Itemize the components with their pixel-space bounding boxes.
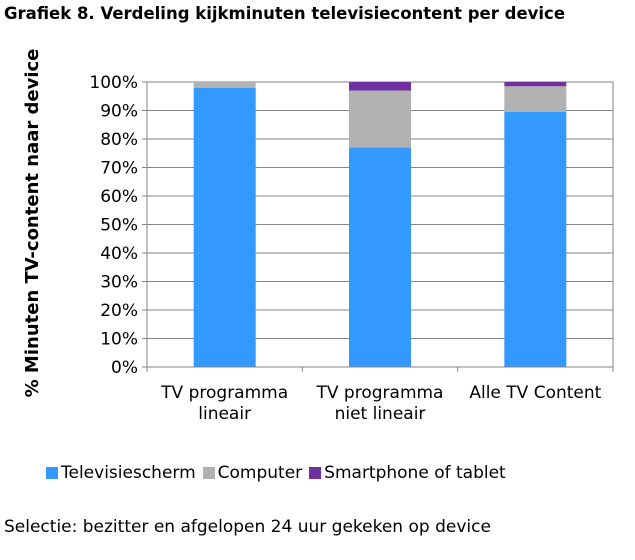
bar-segment-televisiescherm (193, 87, 256, 367)
y-tick-label: 0% (111, 358, 138, 378)
legend-label: Televisiescherm (61, 463, 196, 483)
x-tick-label: lineair (198, 404, 251, 424)
y-tick-label: 100% (89, 73, 138, 93)
y-tick-labels: 0% 10% 20% 30% 40% 50% 60% 70% 80% 90% 100% (89, 73, 138, 378)
y-axis-label: % Minuten TV-content naar device (22, 49, 43, 398)
bar-segment-computer (193, 82, 256, 88)
bar-segment-televisiescherm (504, 111, 567, 367)
y-tick-label: 80% (100, 130, 138, 150)
legend-swatch (309, 467, 322, 479)
y-tick-label: 10% (100, 330, 138, 350)
bar-segment-televisiescherm (349, 147, 411, 367)
footnote: Selectie: bezitter en afgelopen 24 uur g… (4, 517, 491, 537)
y-tick-label: 20% (100, 301, 138, 321)
x-tick-label: Alle TV Content (469, 383, 601, 403)
legend-label: Computer (217, 463, 303, 483)
legend-item: Computer (202, 463, 303, 483)
legend-swatch (46, 467, 58, 479)
x-tick-label: TV programma (160, 383, 288, 403)
legend: Televisiescherm Computer Smartphone of tab… (46, 463, 513, 483)
y-tick-label: 70% (100, 159, 138, 179)
axes (142, 81, 614, 372)
x-tick-label: TV programma (316, 383, 444, 403)
legend-item: Smartphone of tablet (309, 463, 506, 483)
legend-swatch (202, 467, 215, 479)
bar-segment-smartphone-of-tablet (349, 82, 411, 91)
y-tick-label: 60% (100, 187, 138, 207)
x-tick-label: niet lineair (335, 404, 426, 424)
y-tick-label: 40% (100, 244, 138, 264)
bar-segment-computer (349, 90, 411, 148)
y-tick-label: 30% (100, 273, 138, 293)
bar-segment-smartphone-of-tablet (504, 82, 567, 87)
bar-segment-computer (504, 86, 567, 112)
chart-title: Grafiek 8. Verdeling kijkminuten televis… (4, 4, 566, 23)
y-tick-label: 50% (100, 216, 138, 236)
legend-label: Smartphone of tablet (324, 463, 506, 483)
bars (193, 82, 567, 367)
legend-item: Televisiescherm (46, 463, 196, 483)
y-tick-label: 90% (100, 102, 138, 122)
